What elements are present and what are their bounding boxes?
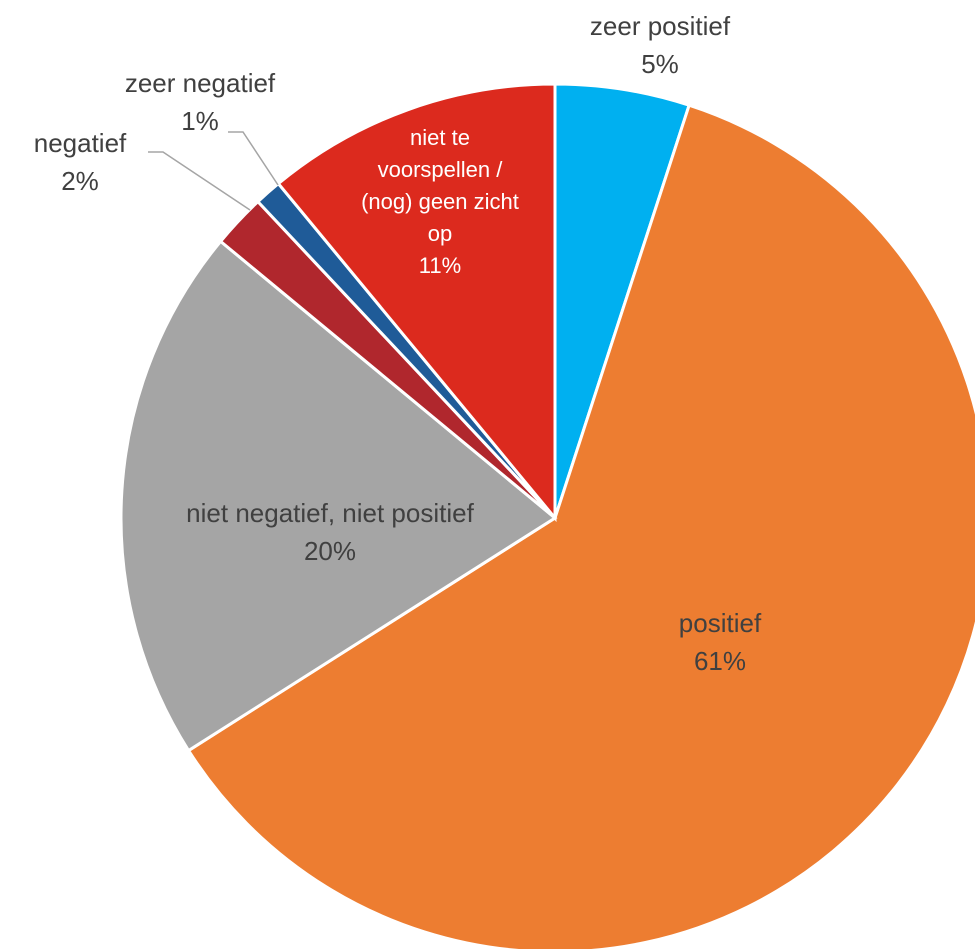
- pie-slice: [186, 103, 975, 949]
- value-label: 1%: [181, 105, 219, 136]
- label: niet negatief, niet positief 20%: [120, 495, 540, 570]
- category-label: positief: [678, 608, 762, 638]
- slice-label: niet te voorspellen / (nog) geen zicht o…: [360, 122, 520, 281]
- category-label: zeer positief: [589, 11, 731, 41]
- slice-label: positief 61%: [620, 605, 820, 680]
- slice-label: negatief 2%: [0, 125, 160, 200]
- value-label: 61%: [693, 645, 747, 676]
- pie-slice: [119, 239, 558, 753]
- leader-line: [228, 131, 279, 186]
- label: negatief 2%: [0, 125, 160, 200]
- leader-line: [148, 151, 251, 211]
- category-label: niet te voorspellen / (nog) geen zicht o…: [361, 125, 519, 246]
- category-label: niet negatief, niet positief: [186, 498, 474, 528]
- value-label: 2%: [61, 165, 99, 196]
- label: positief 61%: [620, 605, 820, 680]
- category-label: zeer negatief: [124, 68, 276, 98]
- pie-slice: [276, 82, 557, 523]
- slice-label: niet negatief, niet positief 20%: [120, 495, 540, 570]
- slice-label: zeer positief 5%: [560, 8, 760, 83]
- value-label: 20%: [303, 535, 357, 566]
- category-label: negatief: [33, 128, 127, 158]
- value-label: 11%: [418, 252, 462, 278]
- slice-label: zeer negatief 1%: [80, 65, 320, 140]
- label: zeer negatief 1%: [80, 65, 320, 140]
- label: zeer positief 5%: [560, 8, 760, 83]
- value-label: 5%: [641, 48, 679, 79]
- label: niet te voorspellen / (nog) geen zicht o…: [360, 122, 520, 281]
